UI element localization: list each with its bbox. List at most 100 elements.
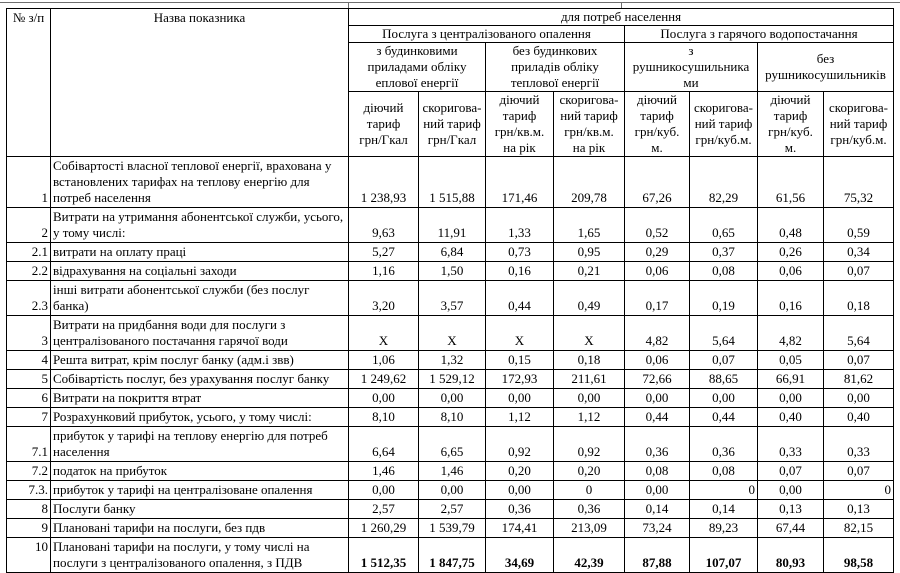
header-col-adjusted-sqm: скоригова- ний тариф грн/кв.м. на рік (553, 91, 625, 157)
row-name-cell: відрахування на соціальні заходи (50, 261, 349, 281)
value-cell: 0,00 (485, 388, 554, 408)
value-cell: 82,15 (822, 518, 895, 538)
row-name-cell: Витрати на покриття втрат (50, 388, 349, 408)
value-cell: 0,52 (624, 207, 690, 243)
value-cell: 0,00 (822, 388, 895, 408)
value-cell: 0,00 (418, 480, 486, 500)
row-name-cell: прибуток у тарифі на централізоване опал… (50, 480, 349, 500)
value-cell: 6,64 (348, 426, 419, 462)
row-number-cell: 8 (6, 499, 51, 519)
value-cell: 6,84 (418, 242, 486, 262)
value-cell: 88,65 (689, 369, 758, 389)
value-cell: 0,36 (624, 426, 690, 462)
row-number-cell: 7 (6, 407, 51, 427)
value-cell: 0,37 (689, 242, 758, 262)
header-row-top: № з/п Назва показника для потреб населен… (6, 8, 895, 157)
value-cell: 42,39 (553, 537, 625, 573)
value-cell: 171,46 (485, 156, 554, 208)
row-name-cell: Собівартості власної теплової енергії, в… (50, 156, 349, 208)
value-cell: 9,63 (348, 207, 419, 243)
value-cell: 0,06 (757, 261, 824, 281)
value-cell: 2,57 (418, 499, 486, 519)
row-number-cell: 2.3 (6, 280, 51, 316)
value-cell: 0,08 (624, 461, 690, 481)
value-cell: 0,36 (553, 499, 625, 519)
table-row: 2.1 витрати на оплату праці 5,27 6,84 0,73 0,… (6, 242, 895, 262)
table-row: 4 Решта витрат, крім послуг банку (адм.і … (6, 350, 895, 370)
value-cell: 0,07 (757, 461, 824, 481)
value-cell: 0,59 (822, 207, 895, 243)
table-row: 3 Витрати на придбання води для послуги з… (6, 315, 895, 351)
row-name-cell: прибуток у тарифі на теплову енергію для… (50, 426, 349, 462)
value-cell: 1,65 (553, 207, 625, 243)
value-cell: 1,06 (348, 350, 419, 370)
value-cell: 11,91 (418, 207, 486, 243)
value-cell: 0,40 (757, 407, 824, 427)
value-cell: 72,66 (624, 369, 690, 389)
value-cell: 0 (822, 480, 895, 500)
header-subgroup-with-towel-dryers: з рушникосушильника ми (624, 42, 758, 92)
value-cell: 4,82 (624, 315, 690, 351)
value-cell: 0,08 (689, 461, 758, 481)
value-cell: 0,00 (757, 480, 824, 500)
value-cell: 0,00 (348, 480, 419, 500)
value-cell: 0,33 (822, 426, 895, 462)
table-row: 2 Витрати на утримання абонентської служб… (6, 207, 895, 243)
table-row: 7 Розрахунковий прибуток, усього, у тому … (6, 407, 895, 427)
table-row: 5 Собівартість послуг, без урахування пос… (6, 369, 895, 389)
value-cell: 73,24 (624, 518, 690, 538)
header-col-current-cubm-2: діючий тариф грн/куб. м. (757, 91, 824, 157)
value-cell: 0,73 (485, 242, 554, 262)
value-cell: 0,05 (757, 350, 824, 370)
header-row-subgroups: з будинковими приладами обліку еплової е… (7, 42, 895, 92)
value-cell: 0,18 (822, 280, 895, 316)
row-number-cell: 7.1 (6, 426, 51, 462)
row-name-cell: Розрахунковий прибуток, усього, у тому ч… (50, 407, 349, 427)
value-cell: X (418, 315, 486, 351)
value-cell: 0,13 (822, 499, 895, 519)
table-body: 1 Собівартості власної теплової енергії, … (6, 156, 895, 573)
tariff-table: № з/п Назва показника для потреб населен… (6, 8, 895, 573)
value-cell: 0 (689, 480, 758, 500)
value-cell: 0,19 (689, 280, 758, 316)
value-cell: 75,32 (822, 156, 895, 208)
table-row: 2.3 інші витрати абонентської служби (без… (6, 280, 895, 316)
value-cell: 1,50 (418, 261, 486, 281)
header-subgroup-without-meters: без будинкових приладів обліку теплової … (485, 42, 625, 92)
value-cell: 82,29 (689, 156, 758, 208)
value-cell: 87,88 (624, 537, 690, 573)
value-cell: 0,00 (553, 388, 625, 408)
table-row: 6 Витрати на покриття втрат 0,00 0,00 0,00 0,… (6, 388, 895, 408)
row-name-cell: інші витрати абонентської служби (без по… (50, 280, 349, 316)
value-cell: 67,26 (624, 156, 690, 208)
value-cell: 0,07 (822, 350, 895, 370)
value-cell: 0,21 (553, 261, 625, 281)
row-name-cell: податок на прибуток (50, 461, 349, 481)
value-cell: 6,65 (418, 426, 486, 462)
table-row: 7.1 прибуток у тарифі на теплову енергію … (6, 426, 895, 462)
value-cell: 0,49 (553, 280, 625, 316)
value-cell: 0,15 (485, 350, 554, 370)
value-cell: 0,95 (553, 242, 625, 262)
value-cell: 1,46 (418, 461, 486, 481)
value-cell: 213,09 (553, 518, 625, 538)
value-cell: 0,36 (485, 499, 554, 519)
value-cell: 1,12 (553, 407, 625, 427)
value-cell: 4,82 (757, 315, 824, 351)
row-number-cell: 3 (6, 315, 51, 351)
row-number-cell: 1 (6, 156, 51, 208)
row-number-cell: 6 (6, 388, 51, 408)
value-cell: 66,91 (757, 369, 824, 389)
value-cell: 3,57 (418, 280, 486, 316)
row-number-cell: 2.1 (6, 242, 51, 262)
value-cell: X (553, 315, 625, 351)
row-number-cell: 2 (6, 207, 51, 243)
row-number-cell: 7.2 (6, 461, 51, 481)
header-name-col: Назва показника (50, 8, 349, 157)
value-cell: 89,23 (689, 518, 758, 538)
table-row: 7.2 податок на прибуток 1,46 1,46 0,20 0,20 0,… (6, 461, 895, 481)
value-cell: 1,33 (485, 207, 554, 243)
row-name-cell: Витрати на придбання води для послуги з … (50, 315, 349, 351)
value-cell: 0,18 (553, 350, 625, 370)
value-cell: 0,07 (689, 350, 758, 370)
